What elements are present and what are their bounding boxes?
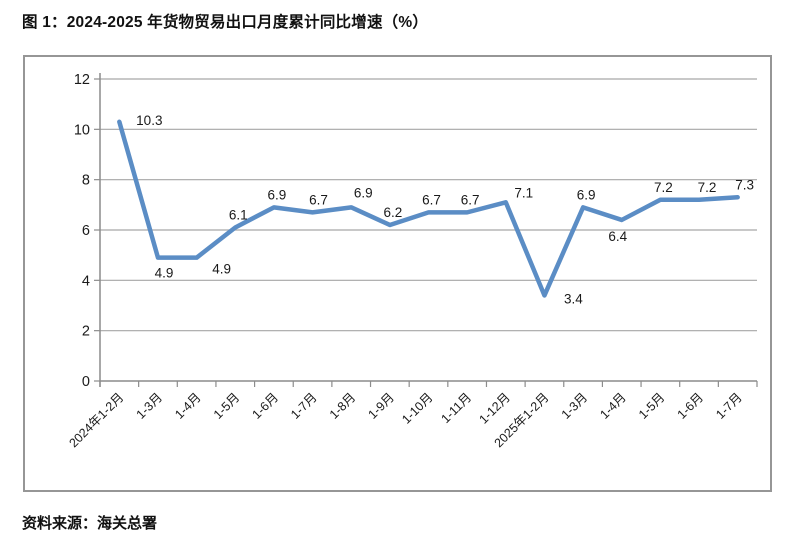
- data-label: 6.9: [577, 187, 596, 202]
- source-note: 资料来源：海关总署: [22, 515, 158, 532]
- x-tick-label: 1-4月: [597, 390, 629, 422]
- figure-title: 图 1：2024-2025 年货物贸易出口月度累计同比增速（%）: [22, 14, 429, 31]
- x-tick-label: 1-10月: [399, 390, 435, 426]
- data-label: 10.3: [136, 113, 162, 128]
- data-label: 7.2: [698, 180, 717, 195]
- data-label: 7.3: [735, 177, 754, 192]
- x-tick-label: 1-6月: [250, 390, 282, 422]
- x-tick-label: 1-8月: [327, 390, 359, 422]
- data-label: 4.9: [212, 262, 231, 277]
- x-tick-label: 1-6月: [675, 390, 707, 422]
- x-tick-label: 1-12月: [476, 390, 512, 426]
- x-tick-label: 1-7月: [713, 390, 745, 422]
- data-label: 4.9: [155, 266, 174, 281]
- data-label: 6.9: [354, 185, 373, 200]
- x-tick-label: 2024年1-2月: [66, 390, 126, 450]
- data-label: 6.7: [309, 192, 328, 207]
- x-tick-label: 1-3月: [134, 390, 166, 422]
- x-tick-label: 1-5月: [636, 390, 668, 422]
- x-tick-label: 1-4月: [172, 390, 204, 422]
- y-tick-label: 0: [82, 374, 90, 390]
- x-tick-label: 1-11月: [438, 390, 474, 426]
- data-label: 6.7: [422, 192, 441, 207]
- data-label: 7.1: [514, 185, 533, 200]
- data-label: 7.2: [654, 180, 673, 195]
- data-label: 6.9: [268, 187, 287, 202]
- data-label: 6.1: [229, 207, 248, 222]
- data-label: 6.2: [383, 205, 402, 220]
- y-tick-label: 6: [82, 223, 90, 239]
- x-tick-label: 1-5月: [211, 390, 243, 422]
- data-label: 6.7: [461, 192, 480, 207]
- chart-frame: 0 2 4 6 8 10 12 2024年1-2月 1-3月 1-4月 1-5月 1-6月 1-7月 1-…: [23, 55, 772, 492]
- series-line: [117, 119, 740, 298]
- data-label: 6.4: [608, 229, 627, 244]
- y-tick-label: 10: [74, 122, 90, 138]
- data-label: 3.4: [564, 291, 583, 306]
- y-tick-label: 2: [82, 324, 90, 340]
- y-tick-label: 8: [82, 173, 90, 189]
- x-tick-label: 1-9月: [365, 390, 397, 422]
- y-tick-label: 4: [82, 273, 90, 289]
- x-tick-label: 1-3月: [559, 390, 591, 422]
- x-tick-label: 1-7月: [288, 390, 320, 422]
- y-tick-label: 12: [74, 72, 90, 88]
